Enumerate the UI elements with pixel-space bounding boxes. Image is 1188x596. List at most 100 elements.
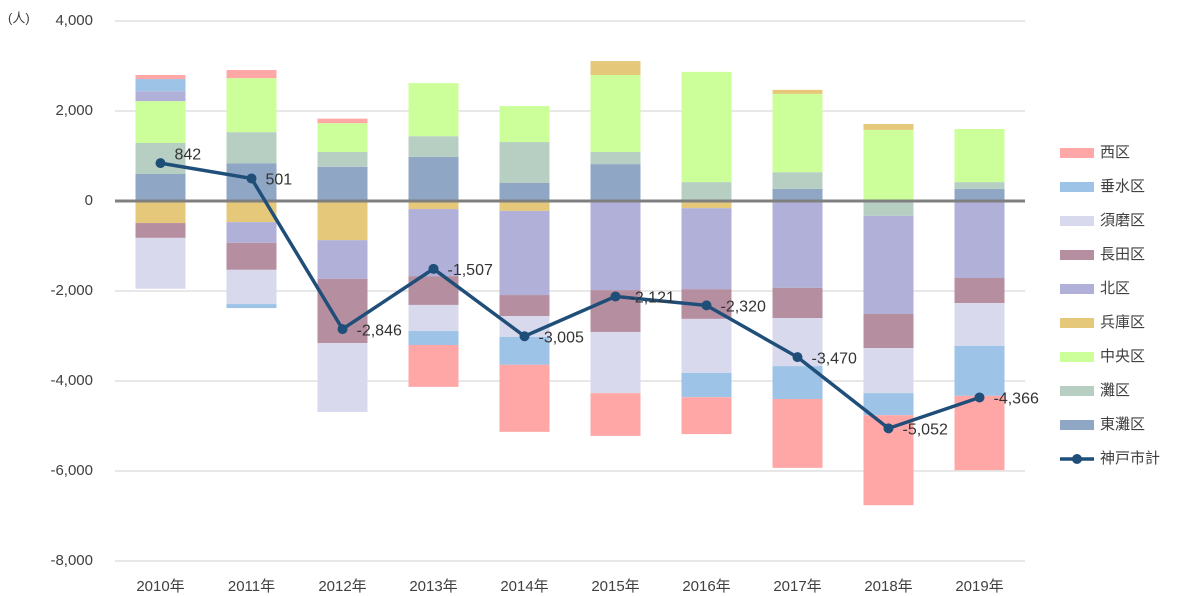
data-label: -2,846 (357, 322, 402, 339)
data-label: -3,470 (812, 350, 857, 367)
bar-segment (135, 223, 186, 238)
bar-segment (863, 393, 914, 416)
legend-label: 須磨区 (1100, 212, 1145, 229)
bar-segment (317, 151, 368, 167)
legend-swatch (1060, 318, 1094, 328)
x-tick-label: 2014年 (500, 578, 548, 595)
total-marker (883, 423, 894, 434)
x-tick-label: 2012年 (318, 578, 366, 595)
bar-segment (135, 79, 186, 92)
x-tick-label: 2016年 (682, 578, 730, 595)
total-marker (519, 331, 530, 342)
bar-segment (499, 210, 550, 296)
legend-swatch (1060, 386, 1094, 396)
bar-segment (590, 151, 641, 165)
y-tick-label: -8,000 (50, 552, 93, 569)
legend-swatch (1060, 284, 1094, 294)
data-label: -4,366 (994, 391, 1039, 408)
bar-segment (226, 304, 277, 309)
bar-segment (954, 129, 1005, 183)
bar-segment (499, 336, 550, 365)
bar-segment (317, 118, 368, 124)
legend-marker (1072, 454, 1082, 464)
data-label: -2,121 (630, 290, 675, 307)
bar-segment (954, 201, 1005, 278)
legend-label: 兵庫区 (1100, 314, 1145, 331)
x-tick-label: 2019年 (955, 578, 1003, 595)
legend-label: 北区 (1100, 280, 1130, 297)
legend-label: 中央区 (1100, 348, 1145, 365)
y-tick-label: 2,000 (55, 102, 93, 119)
total-marker (610, 291, 621, 302)
y-tick-label: -2,000 (50, 282, 93, 299)
x-tick-label: 2015年 (591, 578, 639, 595)
legend-swatch (1060, 148, 1094, 158)
bar-segment (499, 364, 550, 432)
bar-segment (408, 156, 459, 201)
total-marker (792, 352, 803, 363)
bar-segment (954, 345, 1005, 396)
legend-swatch (1060, 420, 1094, 430)
legend-label: 東灘区 (1100, 416, 1145, 433)
bar-segment (135, 237, 186, 289)
y-tick-label: 4,000 (55, 12, 93, 29)
legend-label: 神戸市計 (1100, 450, 1160, 467)
bar-segment (863, 124, 914, 130)
legend-swatch (1060, 216, 1094, 226)
bar-segment (863, 215, 914, 314)
bar-segment (317, 166, 368, 201)
bar-segment (772, 287, 823, 318)
x-tick-label: 2010年 (136, 578, 184, 595)
data-label: 501 (266, 172, 293, 189)
bar-segment (681, 397, 732, 435)
bar-segment (499, 201, 550, 211)
bar-segment (590, 61, 641, 75)
bar-segment (226, 78, 277, 133)
x-tick-label: 2013年 (409, 578, 457, 595)
bar-segment (954, 303, 1005, 346)
data-label: 842 (175, 146, 202, 163)
bar-segment (408, 83, 459, 137)
legend-label: 西区 (1100, 144, 1130, 161)
bar-segment (954, 182, 1005, 189)
data-label: -5,052 (903, 422, 948, 439)
bar-segment (226, 242, 277, 270)
legend-swatch (1060, 352, 1094, 362)
bar-segment (499, 142, 550, 183)
bar-segment (135, 91, 186, 102)
bar-segment (499, 183, 550, 201)
bar-segment (226, 132, 277, 164)
bar-segment (954, 277, 1005, 304)
bar-segment (772, 399, 823, 468)
x-tick-label: 2017年 (773, 578, 821, 595)
bar-segment (772, 89, 823, 94)
bar-segment (226, 269, 277, 305)
data-label: -1,507 (448, 262, 493, 279)
total-marker (701, 300, 712, 311)
x-tick-label: 2018年 (864, 578, 912, 595)
bar-segment (499, 295, 550, 317)
y-tick-label: 0 (85, 192, 93, 209)
bar-segment (772, 201, 823, 288)
bar-segment (408, 201, 459, 210)
data-label: -2,320 (721, 299, 766, 316)
bar-segment (681, 208, 732, 290)
bar-segment (408, 331, 459, 345)
bar-segment (772, 172, 823, 189)
legend-label: 長田区 (1100, 246, 1145, 263)
bar-segment (681, 201, 732, 209)
bar-segment (226, 70, 277, 79)
bar-segment (681, 372, 732, 398)
bar-segment (863, 348, 914, 394)
legend-swatch (1060, 182, 1094, 192)
bar-segment (226, 222, 277, 243)
legend-swatch (1060, 250, 1094, 260)
bar-segment (863, 313, 914, 349)
bar-segment (590, 201, 641, 291)
bar-segment (317, 123, 368, 152)
bar-segment (681, 182, 732, 201)
bar-segment (317, 343, 368, 413)
bar-segment (772, 188, 823, 201)
total-marker (974, 392, 985, 403)
